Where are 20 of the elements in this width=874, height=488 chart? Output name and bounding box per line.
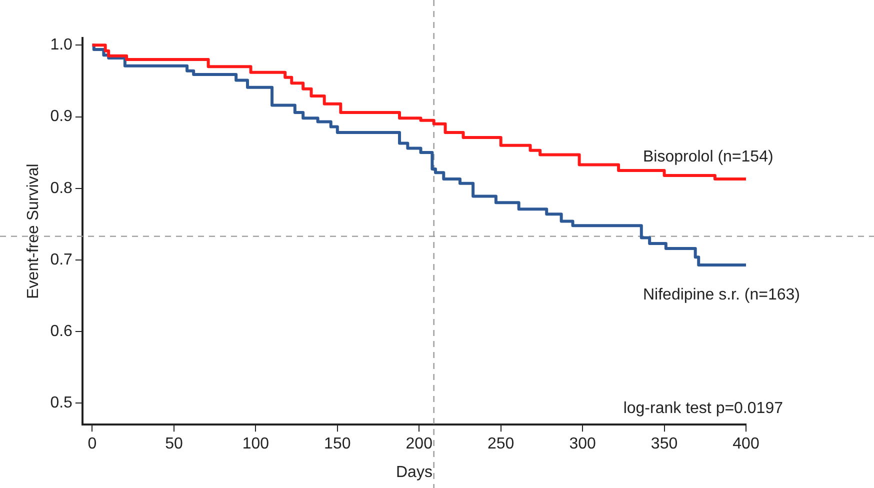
y-tick-label: 0.8: [50, 180, 73, 197]
x-axis-title: Days: [396, 464, 432, 481]
y-tick-label: 0.7: [50, 251, 73, 268]
y-tick-label: 0.6: [50, 322, 73, 340]
x-tick-label: 100: [242, 436, 270, 453]
y-tick-label: 1.0: [50, 36, 73, 54]
x-tick-label: 50: [165, 436, 183, 453]
x-tick-label: 400: [732, 436, 760, 453]
x-tick-label: 350: [650, 436, 678, 453]
y-tick-label: 0.5: [50, 394, 73, 412]
y-axis-title: Event-free Survival: [25, 164, 42, 299]
x-tick-label: 300: [569, 436, 596, 453]
series-label: Bisoprolol (n=154): [643, 148, 774, 166]
x-tick-label: 0: [88, 436, 97, 453]
y-tick-label: 0.9: [50, 108, 73, 126]
x-tick-label: 250: [487, 436, 514, 453]
x-tick-label: 200: [406, 436, 433, 453]
annotation: log-rank test p=0.0197: [623, 400, 784, 418]
series-label: Nifedipine s.r. (n=163): [643, 286, 800, 304]
x-tick-label: 150: [324, 436, 351, 453]
